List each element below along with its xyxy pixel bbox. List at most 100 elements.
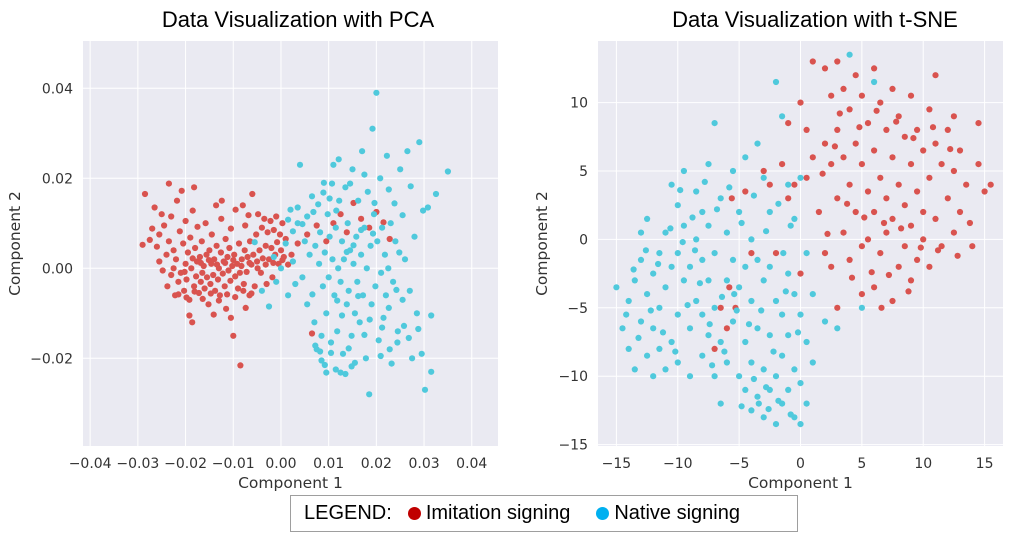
data-point	[895, 263, 902, 270]
data-point	[981, 188, 988, 195]
data-point	[254, 265, 261, 272]
data-point	[380, 219, 387, 226]
data-point	[393, 286, 400, 293]
data-point	[975, 120, 982, 127]
data-point	[355, 197, 362, 204]
x-tick-label: −5	[729, 456, 750, 472]
data-point	[713, 206, 721, 213]
data-point	[797, 421, 804, 428]
data-point	[975, 161, 982, 168]
data-point	[270, 253, 277, 261]
data-point	[705, 277, 712, 284]
data-point	[306, 251, 313, 258]
data-point	[193, 273, 200, 280]
data-point	[901, 243, 908, 250]
data-point	[323, 310, 330, 317]
data-point	[332, 224, 339, 231]
data-point	[889, 297, 896, 305]
data-point	[655, 260, 662, 268]
data-point	[292, 280, 299, 288]
data-point	[889, 215, 896, 222]
data-point	[668, 181, 675, 188]
data-point	[181, 268, 188, 275]
data-point	[711, 250, 718, 257]
data-point	[852, 72, 859, 79]
x-tick-label: 15	[976, 456, 994, 472]
data-point	[232, 294, 239, 301]
data-point	[699, 352, 706, 359]
data-point	[929, 124, 937, 131]
data-point	[153, 243, 160, 250]
data-point	[662, 366, 669, 373]
data-point	[680, 167, 688, 175]
data-point	[650, 270, 657, 277]
data-point	[391, 200, 398, 207]
data-point	[411, 233, 418, 240]
data-point	[343, 301, 350, 308]
data-point	[723, 359, 731, 366]
data-point	[289, 258, 296, 265]
data-point	[864, 236, 872, 243]
data-point	[926, 106, 933, 113]
data-point	[656, 345, 663, 352]
data-point	[367, 242, 374, 249]
data-point	[733, 307, 740, 314]
data-point	[662, 284, 669, 291]
data-point	[785, 270, 792, 277]
data-point	[679, 239, 686, 246]
data-point	[227, 277, 234, 284]
data-point	[225, 267, 232, 274]
data-point	[267, 217, 274, 225]
data-point	[635, 334, 642, 341]
data-point	[858, 92, 866, 99]
data-point	[723, 277, 731, 284]
data-point	[864, 120, 872, 127]
data-point	[637, 318, 645, 325]
data-point	[416, 139, 423, 146]
data-point	[343, 229, 350, 236]
data-point	[242, 304, 249, 311]
series-imitation	[139, 180, 393, 369]
data-point	[836, 110, 843, 117]
data-point	[840, 154, 847, 161]
data-point	[210, 311, 217, 318]
data-point	[379, 224, 386, 231]
data-point	[238, 256, 245, 263]
data-point	[232, 206, 239, 213]
data-point	[362, 355, 369, 362]
data-point	[268, 244, 275, 252]
data-point	[766, 332, 773, 339]
data-point	[413, 310, 420, 317]
data-point	[760, 174, 767, 181]
data-point	[191, 184, 198, 191]
data-point	[388, 360, 395, 367]
data-point	[803, 250, 810, 257]
legend-marker-native	[596, 507, 610, 520]
data-point	[175, 291, 182, 298]
data-point	[772, 250, 780, 257]
data-point	[877, 250, 884, 257]
data-point	[198, 238, 205, 245]
data-point	[222, 259, 229, 266]
data-point	[170, 265, 177, 272]
data-point	[432, 190, 440, 198]
data-point	[745, 321, 753, 328]
data-point	[182, 260, 189, 267]
data-point	[210, 271, 217, 279]
data-point	[828, 263, 835, 270]
legend-title: LEGEND:	[304, 502, 392, 524]
data-point	[856, 124, 863, 131]
data-point	[262, 261, 269, 268]
data-point	[359, 292, 367, 299]
data-point	[711, 304, 718, 311]
data-point	[650, 373, 657, 380]
y-tick-label: 0	[579, 232, 588, 248]
data-point	[304, 301, 311, 308]
data-point	[705, 332, 712, 339]
data-point	[189, 255, 196, 262]
data-point	[299, 221, 306, 228]
x-tick-label: −15	[602, 456, 632, 472]
data-point	[415, 325, 422, 333]
data-point	[738, 219, 745, 227]
